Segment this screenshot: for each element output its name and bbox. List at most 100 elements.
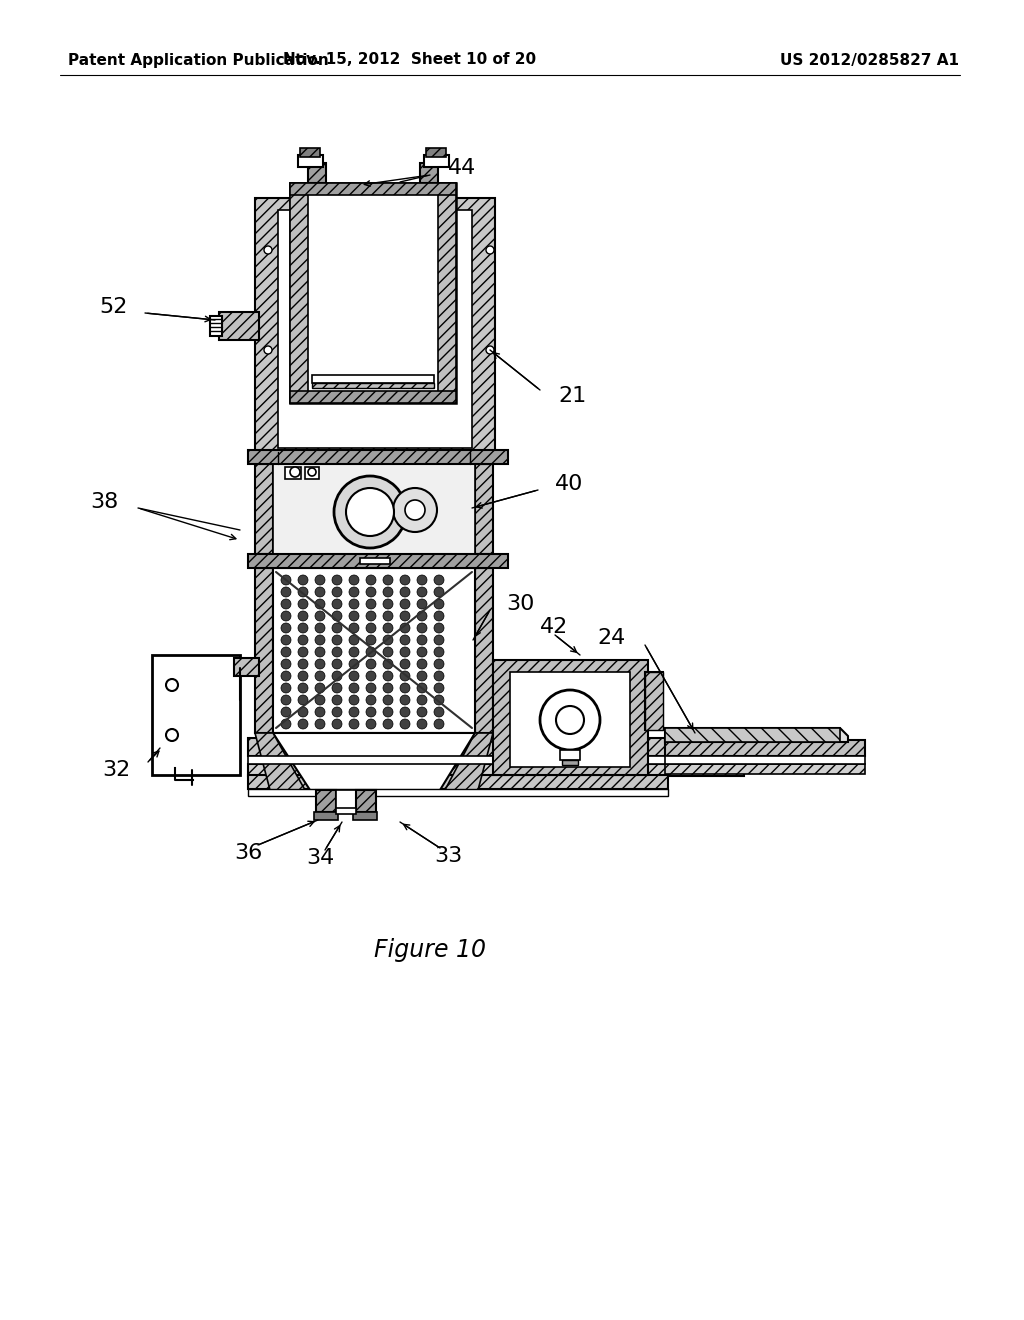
Circle shape: [400, 599, 410, 609]
Bar: [562, 760, 578, 766]
Bar: [475, 568, 493, 733]
Circle shape: [298, 696, 308, 705]
Circle shape: [486, 346, 494, 354]
Circle shape: [556, 706, 584, 734]
Circle shape: [434, 635, 444, 645]
Text: 34: 34: [306, 847, 334, 869]
Circle shape: [298, 576, 308, 585]
Circle shape: [434, 623, 444, 634]
Circle shape: [400, 696, 410, 705]
Bar: [248, 450, 508, 465]
Bar: [560, 750, 580, 760]
Circle shape: [315, 708, 325, 717]
Circle shape: [349, 611, 359, 620]
Circle shape: [315, 635, 325, 645]
Circle shape: [332, 635, 342, 645]
Circle shape: [315, 611, 325, 620]
Circle shape: [366, 696, 376, 705]
Bar: [248, 789, 668, 796]
Circle shape: [315, 587, 325, 597]
Bar: [312, 375, 434, 383]
Circle shape: [281, 708, 291, 717]
Text: Figure 10: Figure 10: [374, 939, 486, 962]
Circle shape: [417, 696, 427, 705]
Bar: [273, 465, 475, 554]
Polygon shape: [273, 733, 475, 789]
Bar: [290, 183, 308, 403]
Text: 38: 38: [90, 492, 118, 512]
Circle shape: [486, 246, 494, 253]
Circle shape: [417, 719, 427, 729]
Bar: [510, 672, 630, 767]
Bar: [219, 312, 259, 341]
Circle shape: [417, 635, 427, 645]
Circle shape: [366, 576, 376, 585]
Text: 52: 52: [99, 297, 128, 317]
Bar: [255, 465, 273, 554]
Circle shape: [332, 708, 342, 717]
Text: Nov. 15, 2012  Sheet 10 of 20: Nov. 15, 2012 Sheet 10 of 20: [284, 53, 537, 67]
Text: 32: 32: [101, 760, 130, 780]
Bar: [305, 467, 319, 479]
Polygon shape: [445, 733, 493, 789]
Text: 30: 30: [506, 594, 535, 614]
Circle shape: [349, 576, 359, 585]
Circle shape: [417, 587, 427, 597]
Circle shape: [349, 659, 359, 669]
Circle shape: [281, 587, 291, 597]
Bar: [493, 660, 648, 775]
Circle shape: [366, 659, 376, 669]
Text: 40: 40: [555, 474, 584, 494]
Circle shape: [400, 671, 410, 681]
Bar: [426, 148, 446, 157]
Circle shape: [332, 659, 342, 669]
Bar: [336, 789, 356, 812]
Bar: [420, 162, 438, 183]
Circle shape: [315, 696, 325, 705]
Circle shape: [366, 647, 376, 657]
Bar: [285, 467, 301, 479]
Circle shape: [281, 576, 291, 585]
Circle shape: [434, 671, 444, 681]
Circle shape: [166, 678, 178, 690]
Circle shape: [383, 659, 393, 669]
Circle shape: [281, 671, 291, 681]
Circle shape: [434, 708, 444, 717]
Circle shape: [400, 682, 410, 693]
Circle shape: [290, 467, 300, 477]
Polygon shape: [665, 729, 848, 742]
Circle shape: [383, 587, 393, 597]
Bar: [298, 154, 323, 168]
Circle shape: [540, 690, 600, 750]
Circle shape: [298, 647, 308, 657]
Bar: [316, 789, 336, 812]
Circle shape: [383, 611, 393, 620]
Circle shape: [434, 659, 444, 669]
Circle shape: [434, 587, 444, 597]
Circle shape: [332, 576, 342, 585]
Circle shape: [393, 488, 437, 532]
Text: Patent Application Publication: Patent Application Publication: [68, 53, 329, 67]
Circle shape: [332, 671, 342, 681]
Circle shape: [417, 611, 427, 620]
Circle shape: [400, 708, 410, 717]
Bar: [300, 148, 319, 157]
Circle shape: [383, 682, 393, 693]
Circle shape: [383, 696, 393, 705]
Text: 42: 42: [540, 616, 568, 638]
Circle shape: [281, 659, 291, 669]
Circle shape: [332, 599, 342, 609]
Circle shape: [366, 719, 376, 729]
Bar: [353, 812, 377, 820]
Circle shape: [366, 708, 376, 717]
Circle shape: [417, 708, 427, 717]
Circle shape: [349, 696, 359, 705]
Bar: [290, 391, 456, 403]
Circle shape: [434, 696, 444, 705]
Circle shape: [434, 719, 444, 729]
Bar: [278, 210, 472, 447]
Circle shape: [366, 611, 376, 620]
Circle shape: [281, 719, 291, 729]
Circle shape: [298, 611, 308, 620]
Circle shape: [264, 346, 272, 354]
